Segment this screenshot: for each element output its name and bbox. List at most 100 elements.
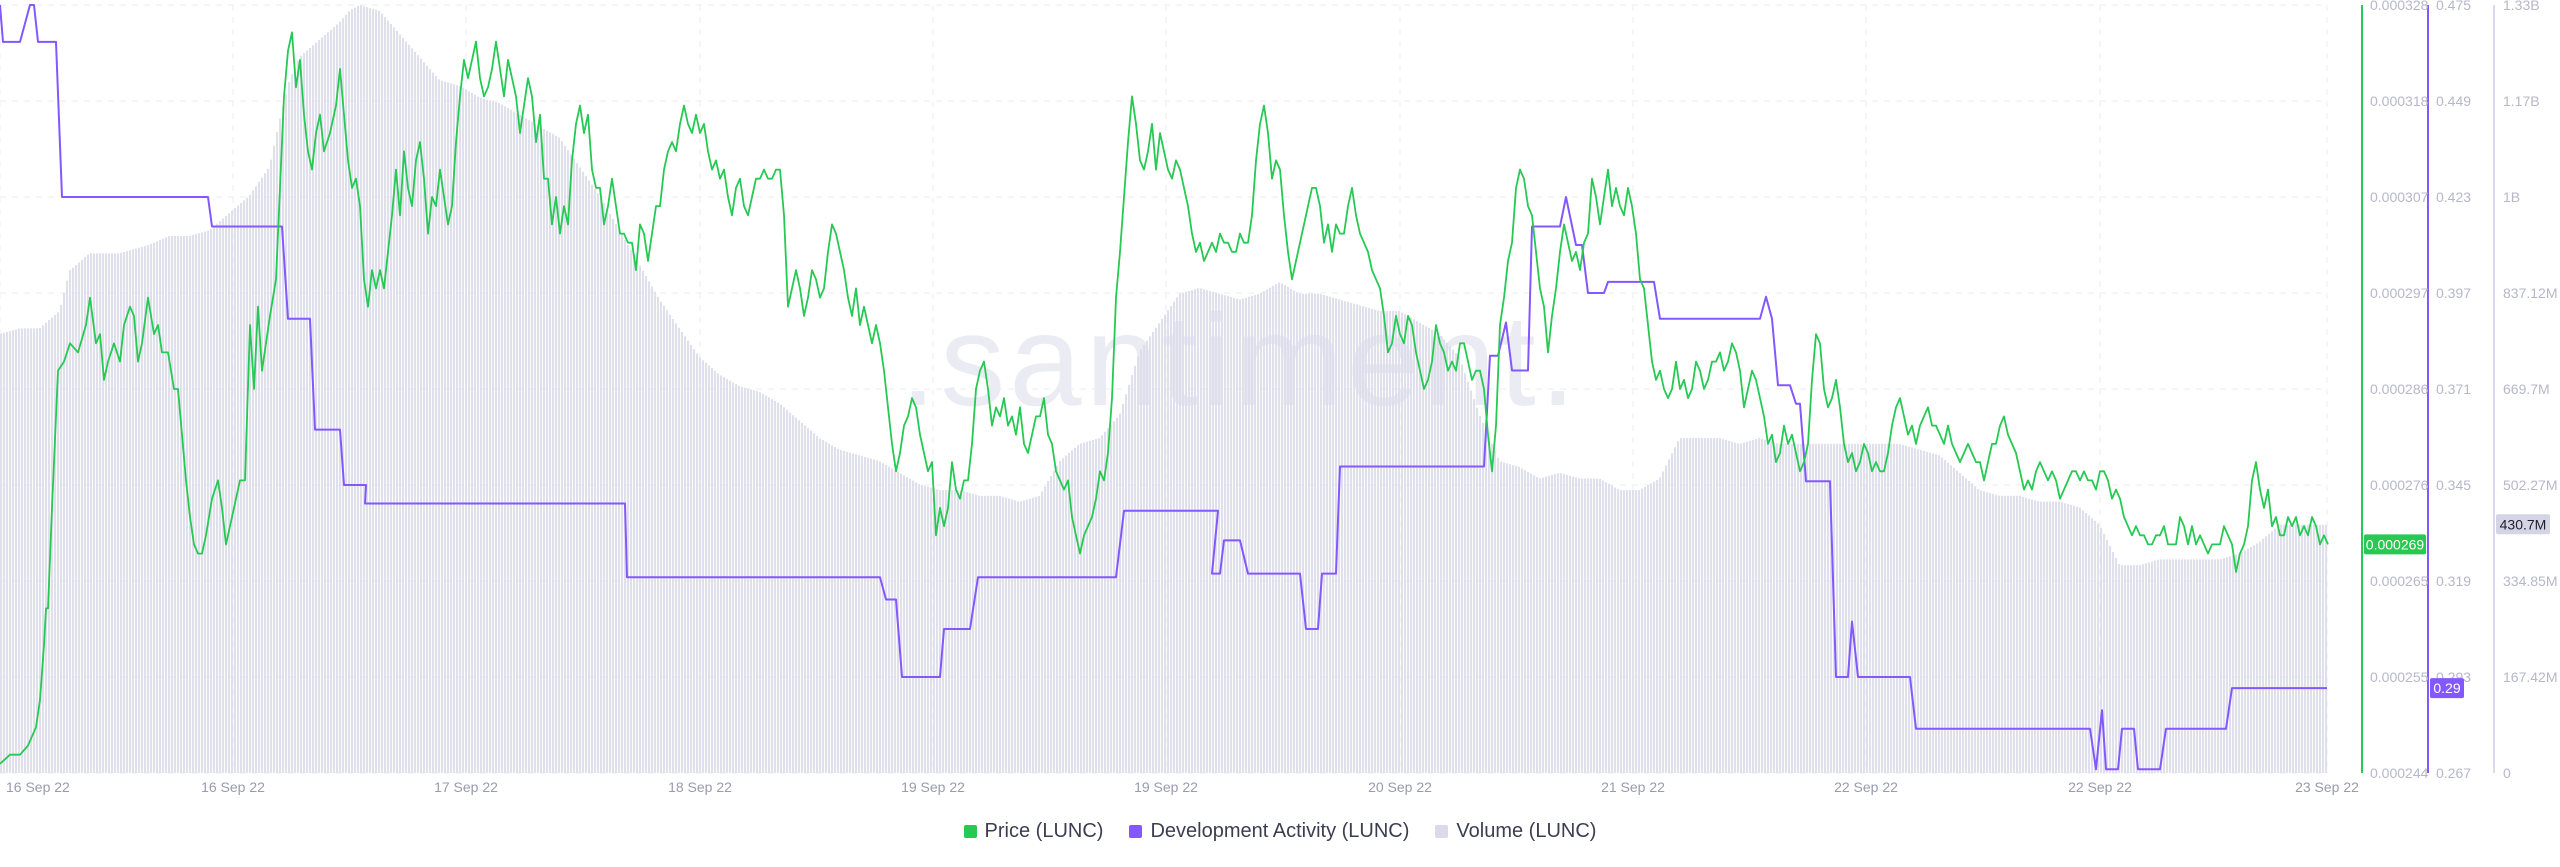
volume-bar bbox=[1176, 297, 1179, 773]
volume-bar bbox=[921, 485, 924, 773]
volume-bar bbox=[1407, 315, 1410, 773]
volume-bar bbox=[2307, 524, 2310, 773]
volume-bar bbox=[1980, 490, 1983, 773]
x-axis-tick: 23 Sep 22 bbox=[2295, 779, 2359, 795]
volume-bar bbox=[1764, 439, 1767, 773]
volume-bar bbox=[1335, 298, 1338, 773]
volume-bar bbox=[2109, 545, 2112, 773]
volume-bar bbox=[2058, 501, 2061, 773]
volume-bar bbox=[714, 370, 717, 773]
volume-bar bbox=[135, 248, 138, 773]
volume-bar bbox=[1950, 465, 1953, 773]
volume-bar bbox=[294, 67, 297, 774]
volume-bar bbox=[336, 24, 339, 774]
volume-bar bbox=[105, 253, 108, 773]
volume-bar bbox=[183, 235, 186, 774]
volume-bar bbox=[600, 198, 603, 773]
dev-activity-axis-tick: 0.345 bbox=[2436, 477, 2471, 493]
volume-bar bbox=[432, 72, 435, 773]
x-axis-tick: 16 Sep 22 bbox=[6, 779, 70, 795]
volume-bar bbox=[1923, 450, 1926, 773]
volume-bar bbox=[1344, 301, 1347, 773]
volume-bar bbox=[711, 368, 714, 773]
legend-item-dev-activity[interactable]: Development Activity (LUNC) bbox=[1129, 820, 1409, 843]
volume-bar bbox=[2154, 560, 2157, 773]
volume-bar bbox=[741, 386, 744, 773]
volume-bar bbox=[1083, 442, 1086, 773]
volume-bar bbox=[267, 168, 270, 774]
volume-bar bbox=[519, 115, 522, 774]
volume-bar bbox=[333, 27, 336, 773]
volume-bar bbox=[1632, 490, 1635, 773]
volume-bar bbox=[423, 62, 426, 773]
volume-bar bbox=[1209, 290, 1212, 773]
volume-bar bbox=[1248, 296, 1251, 773]
volume-bar bbox=[2202, 559, 2205, 773]
volume-bar bbox=[2238, 553, 2241, 773]
dev-activity-series bbox=[0, 4, 2327, 771]
volume-bar bbox=[1194, 289, 1197, 773]
volume-bar bbox=[1896, 443, 1899, 773]
volume-bar bbox=[1716, 438, 1719, 773]
volume-bar bbox=[765, 395, 768, 773]
volume-bar bbox=[570, 154, 573, 774]
volume-bar bbox=[1056, 465, 1059, 773]
volume-bar bbox=[966, 492, 969, 773]
volume-bar bbox=[2301, 524, 2304, 773]
volume-bar bbox=[654, 291, 657, 773]
volume-bar bbox=[117, 253, 120, 773]
x-axis-tick: 19 Sep 22 bbox=[901, 779, 965, 795]
volume-bar bbox=[675, 323, 678, 773]
volume-bar bbox=[129, 250, 132, 774]
volume-bar bbox=[138, 247, 141, 774]
volume-bar bbox=[255, 186, 258, 774]
volume-bar bbox=[1920, 450, 1923, 773]
volume-bar bbox=[417, 55, 420, 773]
volume-bar bbox=[1485, 429, 1488, 773]
volume-bar bbox=[360, 5, 363, 773]
volume-bar bbox=[111, 253, 114, 773]
volume-bar bbox=[1353, 303, 1356, 773]
volume-bar bbox=[1089, 440, 1092, 773]
volume-bar bbox=[1218, 293, 1221, 773]
volume-bar bbox=[804, 425, 807, 773]
volume-bar bbox=[411, 48, 414, 773]
volume-bar bbox=[1389, 311, 1392, 773]
volume-bar bbox=[699, 357, 702, 773]
volume-bar bbox=[9, 331, 12, 773]
volume-bar bbox=[843, 450, 846, 773]
volume-bar bbox=[2241, 552, 2244, 773]
volume-bar bbox=[663, 305, 666, 773]
volume-bar bbox=[498, 103, 501, 773]
legend-item-price[interactable]: Price (LUNC) bbox=[963, 820, 1103, 843]
volume-bar bbox=[798, 420, 801, 773]
volume-bar bbox=[1425, 326, 1428, 773]
volume-bar bbox=[495, 102, 498, 773]
volume-bar bbox=[1050, 475, 1053, 773]
volume-bar bbox=[1869, 443, 1872, 773]
volume-bar bbox=[1824, 443, 1827, 773]
volume-bar bbox=[1629, 490, 1632, 773]
volume-bar bbox=[1074, 447, 1077, 773]
volume-bar bbox=[126, 251, 129, 773]
volume-bar bbox=[1929, 452, 1932, 773]
volume-bar bbox=[1575, 477, 1578, 773]
volume-bar bbox=[786, 409, 789, 773]
volume-bar bbox=[1446, 342, 1449, 773]
volume-bar bbox=[768, 397, 771, 773]
volume-bar bbox=[918, 483, 921, 773]
volume-bar bbox=[150, 243, 153, 773]
price-axis-tick: 0.000255 bbox=[2370, 669, 2429, 685]
volume-bar bbox=[816, 435, 819, 773]
volume-bar bbox=[81, 259, 84, 773]
legend-item-volume[interactable]: Volume (LUNC) bbox=[1435, 820, 1596, 843]
volume-bar bbox=[2049, 501, 2052, 773]
volume-bar bbox=[2211, 559, 2214, 773]
volume-bar bbox=[1956, 470, 1959, 773]
x-axis-tick: 17 Sep 22 bbox=[434, 779, 498, 795]
volume-bar bbox=[510, 109, 513, 773]
volume-bar bbox=[1683, 438, 1686, 773]
volume-bar bbox=[1821, 443, 1824, 773]
volume-bar bbox=[1788, 443, 1791, 773]
volume-bar bbox=[1278, 282, 1281, 773]
